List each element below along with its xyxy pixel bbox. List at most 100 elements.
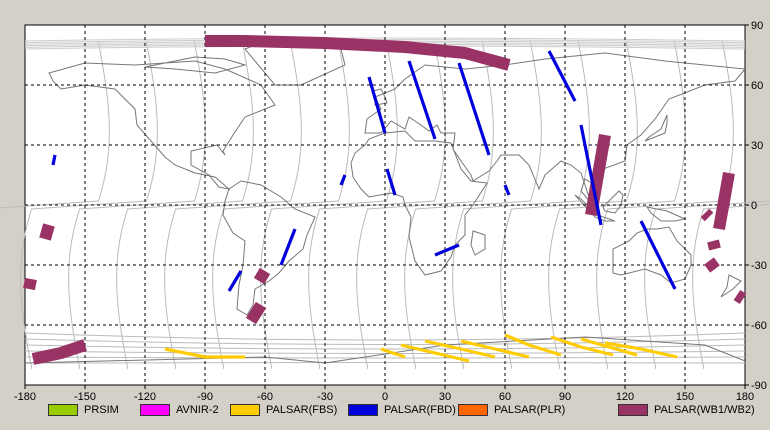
swath-palsar-wb1-wb2-: [704, 257, 720, 273]
coastline: [602, 190, 624, 214]
coastline: [48, 60, 276, 190]
orbit-track: [0, 40, 110, 209]
swath-palsar-wb1-wb2-: [585, 133, 611, 217]
swath-palsar-wb1-wb2-: [253, 267, 271, 285]
legend-swatch: [140, 404, 170, 416]
coastline: [470, 230, 486, 256]
swath-palsar-fbd-: [227, 270, 243, 292]
lon-tick-label: -30: [317, 391, 333, 403]
lon-tick-label: 0: [382, 391, 388, 403]
swath-palsar-fbs-: [164, 347, 245, 359]
coastline: [645, 206, 687, 222]
swath-palsar-fbs-: [380, 347, 406, 359]
orbit-track: [212, 40, 350, 370]
legend-label: PALSAR(PLR): [494, 404, 566, 416]
orbit-track: [308, 40, 446, 370]
swath-palsar-wb1-wb2-: [713, 171, 735, 231]
orbit-track: [452, 40, 590, 370]
lon-tick-label: -90: [197, 391, 213, 403]
swath-palsar-wb1-wb2-: [707, 239, 721, 251]
swath-palsar-fbd-: [639, 220, 677, 290]
lon-tick-label: 90: [559, 391, 571, 403]
lat-tick-label: -30: [751, 260, 767, 272]
lat-tick-label: -90: [751, 380, 767, 392]
coastline: [350, 130, 488, 276]
swath-palsar-fbs-: [400, 343, 470, 363]
legend-label: AVNIR-2: [176, 404, 219, 416]
swath-palsar-fbd-: [579, 124, 603, 226]
orbit-track: [596, 40, 734, 370]
swath-palsar-fbd-: [279, 228, 297, 266]
swath-palsar-fbd-: [503, 184, 511, 196]
legend-swatch: [230, 404, 260, 416]
legend-swatch: [348, 404, 378, 416]
orbit-track: [692, 203, 770, 370]
legend: PRSIM AVNIR-2 PALSAR(FBS) PALSAR(FBD) PALSAR…: [48, 404, 755, 422]
legend-item: AVNIR-2: [140, 404, 219, 416]
swath-palsar-fbd-: [434, 243, 460, 257]
swath-palsar-fbd-: [367, 76, 387, 134]
graticule: [25, 25, 745, 385]
lat-tick-label: 90: [751, 20, 763, 32]
coastline: [644, 114, 668, 142]
lat-tick-label: -60: [751, 320, 767, 332]
swath-palsar-fbd-: [547, 50, 577, 102]
swath-palsar-fbs-: [504, 333, 562, 357]
orbit-track: [164, 40, 302, 370]
swath-palsar-fbs-: [424, 339, 496, 359]
lon-tick-label: 120: [616, 391, 634, 403]
lon-tick-label: -120: [134, 391, 156, 403]
legend-label: PRSIM: [84, 404, 119, 416]
swath-palsar-wb1-wb2-: [31, 339, 87, 365]
orbit-track: [548, 40, 686, 370]
coastline: [364, 52, 746, 204]
swath-palsar-fbd-: [407, 60, 437, 140]
swath-palsar-fbs-: [604, 341, 678, 359]
legend-item: PRSIM: [48, 404, 119, 416]
legend-item: PALSAR(WB1/WB2): [618, 404, 755, 416]
legend-swatch: [618, 404, 648, 416]
swath-palsar-wb1-wb2-: [23, 277, 37, 291]
lon-tick-label: 30: [439, 391, 451, 403]
swath-palsar-fbs-: [460, 339, 530, 359]
legend-item: PALSAR(FBD): [348, 404, 456, 416]
orbit-track: [260, 40, 398, 370]
orbit-track: [68, 40, 206, 370]
legend-label: PALSAR(WB1/WB2): [654, 404, 755, 416]
lon-tick-label: 150: [676, 391, 694, 403]
lon-tick-label: -60: [257, 391, 273, 403]
swath-palsar-wb1-wb2-: [733, 290, 747, 304]
legend-item: PALSAR(FBS): [230, 404, 337, 416]
observation-swaths: [23, 35, 747, 365]
swath-palsar-wb1-wb2-: [39, 223, 55, 241]
coastline: [574, 194, 616, 222]
lat-tick-label: 30: [751, 140, 763, 152]
legend-swatch: [458, 404, 488, 416]
swath-palsar-fbd-: [457, 62, 491, 156]
swath-palsar-fbd-: [51, 154, 57, 166]
swath-palsar-fbs-: [550, 335, 614, 357]
orbit-track: [644, 41, 770, 370]
swath-palsar-fbd-: [385, 168, 397, 196]
orbit-track: [500, 40, 638, 370]
axis-ticks: -180 -150 -120 -90 -60 -30 0 30 60 90 120 150 180 90 6…: [14, 20, 767, 403]
legend-item: PALSAR(PLR): [458, 404, 565, 416]
coastline: [720, 274, 742, 298]
orbit-track: [116, 40, 254, 370]
orbit-track: [356, 40, 494, 370]
lon-tick-label: 180: [736, 391, 754, 403]
swath-palsar-fbs-: [580, 337, 638, 357]
lon-tick-label: -150: [74, 391, 96, 403]
swath-palsar-fbd-: [339, 174, 347, 186]
legend-label: PALSAR(FBS): [266, 404, 338, 416]
lat-tick-label: 60: [751, 80, 763, 92]
coastline: [612, 226, 692, 284]
coastline: [222, 180, 316, 316]
lon-tick-label: 60: [499, 391, 511, 403]
legend-label: PALSAR(FBD): [384, 404, 456, 416]
orbit-track: [20, 40, 158, 370]
coastline: [144, 56, 247, 74]
swath-palsar-wb1-wb2-: [245, 301, 267, 325]
